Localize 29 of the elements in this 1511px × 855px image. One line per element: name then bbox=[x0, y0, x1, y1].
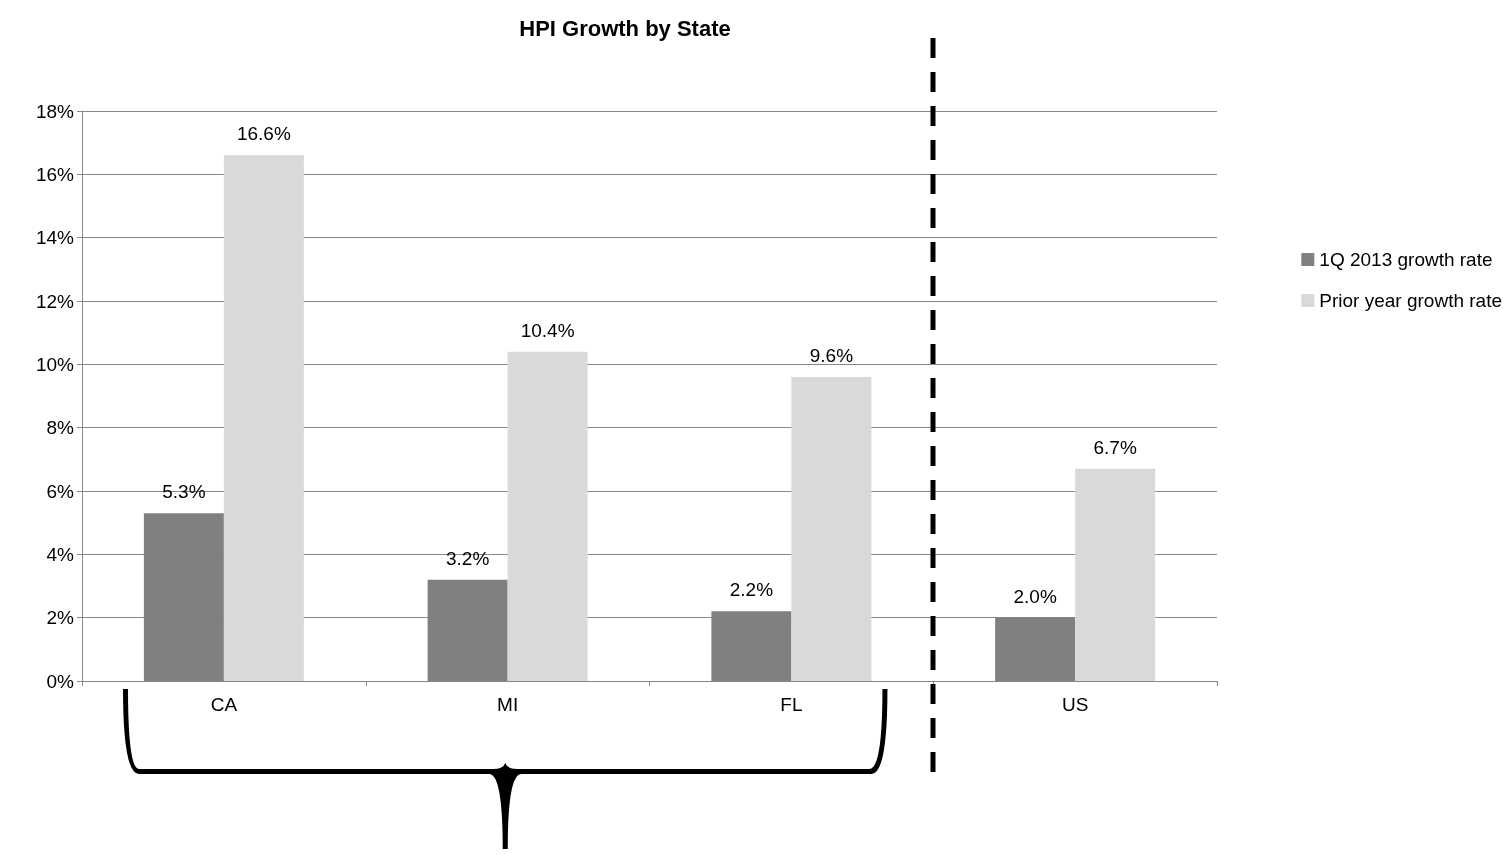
x-tick-label: CA bbox=[210, 694, 238, 715]
x-tick-label: MI bbox=[497, 694, 519, 715]
data-label: 6.7% bbox=[1093, 436, 1137, 458]
bar bbox=[223, 155, 304, 681]
chart-title: HPI Growth by State bbox=[519, 15, 731, 41]
y-tick-label: 14% bbox=[35, 227, 75, 249]
bar bbox=[791, 377, 872, 681]
y-tick-label: 16% bbox=[35, 163, 75, 185]
y-tick-label: 4% bbox=[46, 543, 75, 565]
y-tick-label: 6% bbox=[46, 480, 75, 502]
bar bbox=[1075, 468, 1156, 681]
data-label: 10.4% bbox=[520, 319, 575, 341]
x-tick-label: FL bbox=[780, 694, 803, 715]
y-tick-label: 2% bbox=[46, 607, 75, 629]
data-label: 16.6% bbox=[236, 123, 291, 145]
legend-label: Prior year growth rate bbox=[1319, 290, 1503, 311]
y-tick-label: 8% bbox=[46, 417, 75, 439]
data-label: 9.6% bbox=[809, 345, 854, 366]
data-label: 3.2% bbox=[445, 547, 490, 569]
y-tick-label: 18% bbox=[35, 100, 75, 122]
y-tick-label: 12% bbox=[35, 290, 75, 312]
y-tick-label: 10% bbox=[35, 353, 75, 375]
data-label: 5.3% bbox=[162, 481, 206, 503]
bar bbox=[507, 351, 588, 681]
legend-label: 1Q 2013 growth rate bbox=[1319, 249, 1493, 270]
y-tick-label: 0% bbox=[46, 670, 75, 692]
x-tick-label: US bbox=[1061, 694, 1089, 715]
data-label: 2.2% bbox=[729, 579, 774, 601]
data-label: 2.0% bbox=[1013, 585, 1057, 607]
